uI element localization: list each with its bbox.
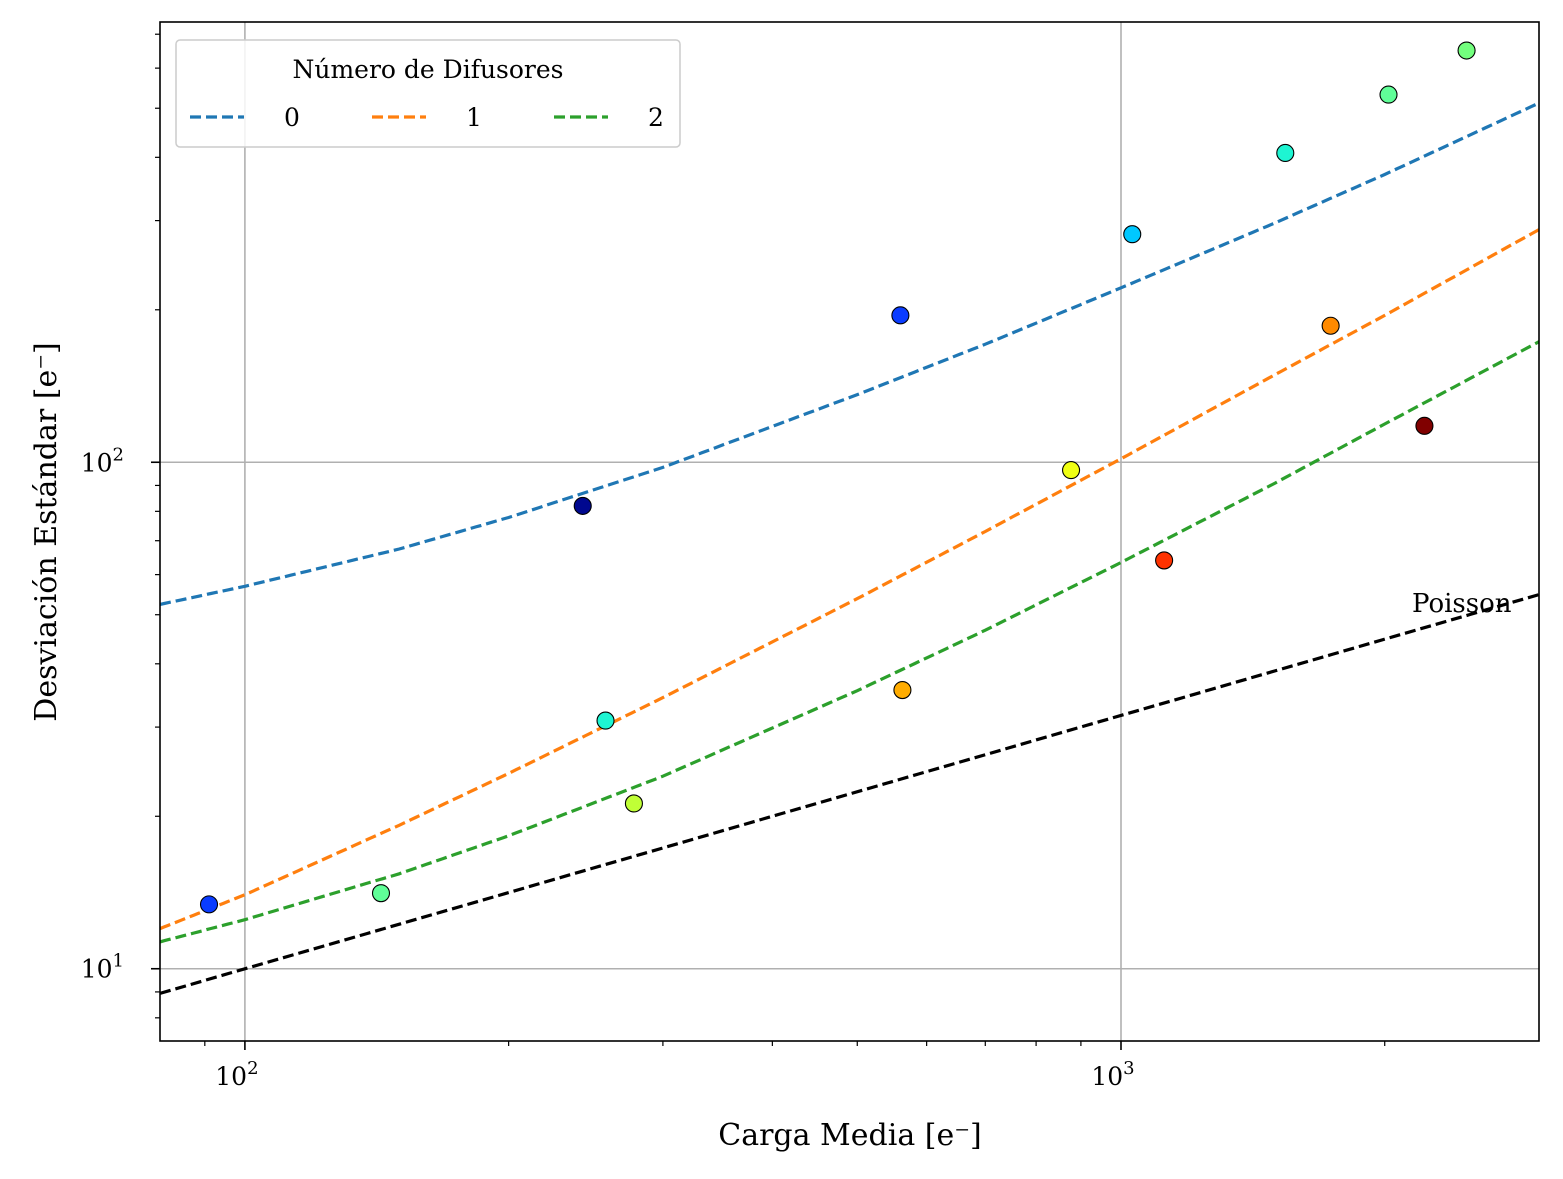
x-axis-label: Carga Media [e⁻] xyxy=(718,1118,982,1153)
poisson-annotation: Poisson xyxy=(1412,589,1512,619)
data-points xyxy=(199,41,1476,914)
data-point-series-1 xyxy=(596,711,615,730)
data-point-series-0 xyxy=(1379,85,1398,104)
data-point-series-2 xyxy=(1415,416,1434,435)
data-point-series-2 xyxy=(624,794,643,813)
fit-curve-2 xyxy=(159,340,1540,944)
x-tick-label: 102 xyxy=(215,1058,258,1091)
legend-box xyxy=(175,39,681,148)
legend-label-0: 0 xyxy=(284,103,300,132)
data-point-series-0 xyxy=(1457,41,1476,60)
data-point-series-0 xyxy=(891,306,910,325)
tick-labels: 102 103 101 102 xyxy=(81,444,1135,1091)
data-point-series-0 xyxy=(1123,225,1142,244)
grid xyxy=(160,22,1539,1041)
fit-curve-0 xyxy=(159,101,1540,606)
minor-ticks xyxy=(155,33,1386,1046)
fit-curve-1 xyxy=(159,228,1540,931)
data-point-series-0 xyxy=(573,496,592,515)
data-point-series-1 xyxy=(199,895,219,914)
data-point-series-0 xyxy=(1276,143,1295,163)
data-point-series-2 xyxy=(893,681,912,700)
legend: Número de Difusores 0 1 2 xyxy=(175,39,681,148)
major-ticks xyxy=(151,461,1122,1050)
data-point-series-1 xyxy=(1062,461,1081,480)
data-point-series-2 xyxy=(1155,551,1174,570)
data-point-series-2 xyxy=(371,884,391,903)
legend-label-1: 1 xyxy=(466,103,482,132)
x-tick-label: 103 xyxy=(1091,1058,1134,1091)
legend-title: Número de Difusores xyxy=(292,55,563,84)
y-axis-label: Desviación Estándar [e⁻] xyxy=(29,342,64,721)
y-tick-label: 101 xyxy=(81,951,124,984)
plot-frame xyxy=(159,21,1540,1042)
data-point-series-1 xyxy=(1321,316,1340,335)
legend-entries: 0 1 2 xyxy=(190,103,664,132)
legend-label-2: 2 xyxy=(648,103,664,132)
y-tick-label: 102 xyxy=(81,444,124,477)
fit-curves xyxy=(159,101,1540,995)
